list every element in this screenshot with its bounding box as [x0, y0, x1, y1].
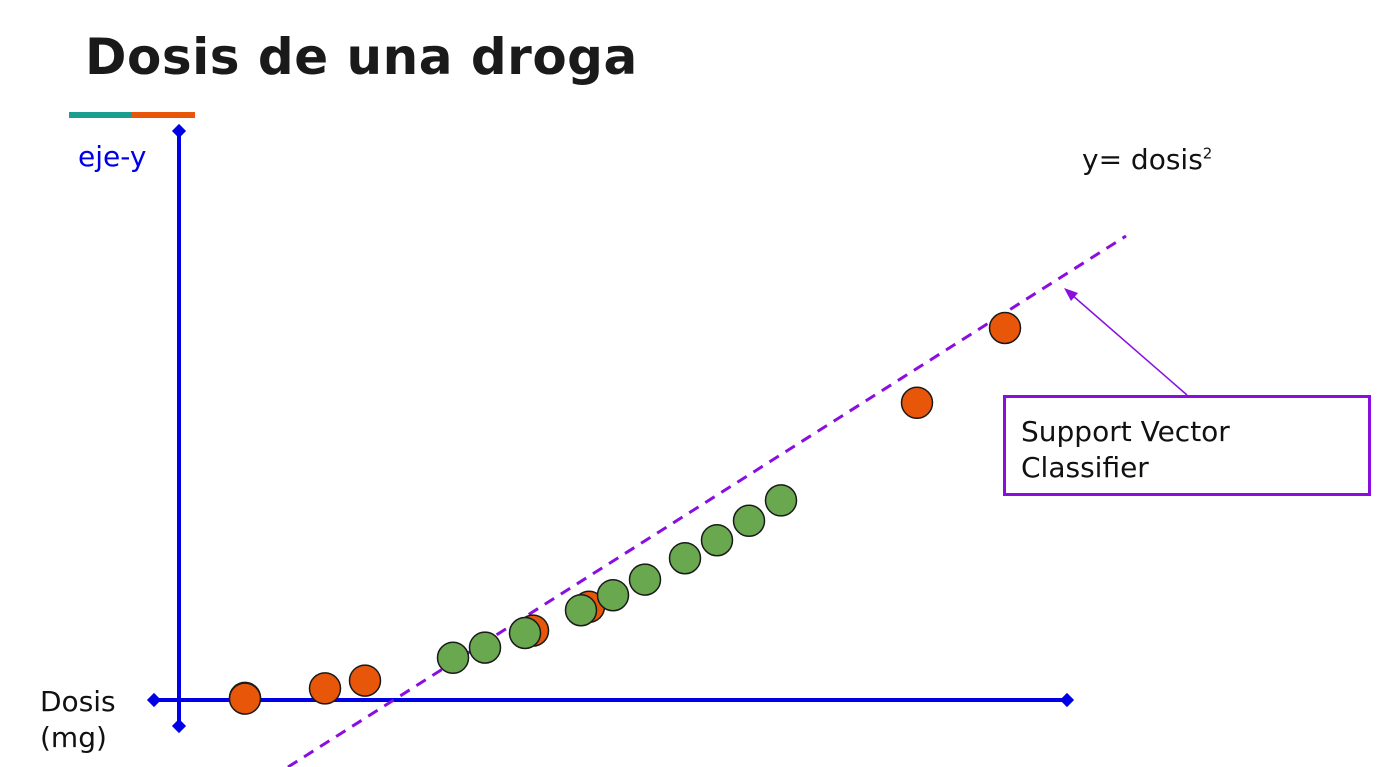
x-axis-label-line1: Dosis	[40, 685, 116, 718]
data-point-s1-2	[508, 616, 542, 650]
data-point-s1-6	[668, 541, 702, 575]
data-point-s0-2	[308, 672, 342, 705]
data-point-s1-9	[764, 484, 798, 517]
x-axis	[146, 692, 1075, 708]
x-axis-label: Dosis (mg)	[40, 684, 116, 756]
x-axis-left-marker	[146, 692, 162, 708]
accent-segment-teal	[69, 112, 132, 118]
x-axis-label-line2: (mg)	[40, 721, 107, 754]
data-point-s1-0	[436, 641, 470, 675]
data-point-s1-7	[700, 523, 734, 557]
slide-title: Dosis de una droga	[85, 28, 638, 86]
data-point-s1-3	[564, 593, 598, 627]
accent-segment-orange	[132, 112, 195, 118]
y-axis-label: eje-y	[78, 140, 147, 173]
data-point-s1-4	[596, 578, 630, 612]
svc-label-box: Support Vector Classifier	[1003, 395, 1371, 496]
data-points	[228, 311, 1022, 715]
data-point-s1-1	[468, 631, 502, 664]
svc-arrow-head	[1064, 288, 1078, 301]
y-axis-bottom-marker	[171, 718, 187, 734]
data-point-s1-5	[628, 563, 662, 596]
formula-base: y= dosis	[1082, 143, 1203, 176]
data-point-s0-1	[228, 682, 262, 715]
svc-label-line1: Support Vector	[1021, 415, 1230, 448]
formula-exponent: 2	[1202, 144, 1213, 163]
svc-arrow-line	[1071, 294, 1188, 396]
svc-label-line2: Classifier	[1021, 451, 1149, 484]
data-point-s0-7	[988, 311, 1022, 345]
y-axis-top-marker	[171, 123, 187, 139]
data-point-s1-8	[732, 504, 766, 538]
support-vector-classifier-line	[287, 234, 1127, 767]
data-point-s0-6	[900, 386, 934, 420]
x-axis-right-marker	[1059, 692, 1075, 708]
svc-pointer-arrow	[1064, 288, 1188, 396]
data-point-s0-3	[348, 664, 382, 697]
curve-formula: y= dosis2	[1082, 143, 1212, 176]
y-axis	[171, 123, 187, 734]
title-accent-bar	[69, 112, 195, 118]
